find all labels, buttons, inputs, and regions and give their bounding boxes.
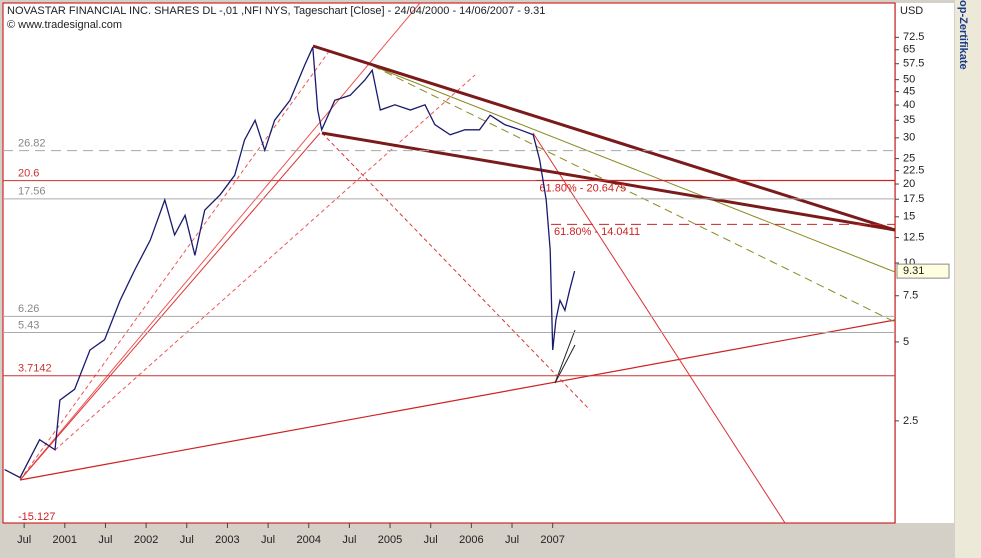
trendline	[54, 74, 476, 451]
x-tick-label: 2004	[296, 534, 320, 546]
level-label: 3.7142	[18, 363, 52, 375]
level-label: 5.43	[18, 319, 39, 331]
y-tick-label: 25	[903, 153, 915, 165]
y-tick-label: 65	[903, 44, 915, 56]
y-tick-label: 7.5	[903, 290, 918, 302]
y-tick-label: 40	[903, 99, 915, 111]
y-tick-label: 2.5	[903, 415, 918, 427]
y-tick-label: 35	[903, 114, 915, 126]
trendline	[19, 319, 896, 481]
level-label: 20.6	[18, 168, 39, 180]
x-tick-label: Jul	[505, 534, 519, 546]
trendline	[19, 132, 321, 481]
trendline	[321, 131, 896, 232]
last-price-label: 9.31	[903, 265, 924, 277]
x-tick-label: 2003	[215, 534, 239, 546]
y-tick-label: 57.5	[903, 58, 924, 70]
y-tick-label: 20	[903, 178, 915, 190]
y-tick-label: 72.5	[903, 31, 924, 43]
x-tick-label: Jul	[98, 534, 112, 546]
y-tick-label: 17.5	[903, 193, 924, 205]
x-tick-label: 2001	[53, 534, 77, 546]
trendline	[321, 132, 591, 411]
trendline	[554, 344, 576, 384]
trendline	[19, 49, 331, 481]
x-tick-label: Jul	[180, 534, 194, 546]
y-tick-label: 22.5	[903, 165, 924, 177]
y-tick-label: 30	[903, 132, 915, 144]
y-axis-label: USD	[900, 5, 923, 17]
trendline	[372, 65, 896, 323]
chart-subtitle: © www.tradesignal.com	[7, 19, 122, 31]
x-tick-label: 2006	[459, 534, 483, 546]
last-price-box	[896, 263, 950, 279]
level-label: 6.26	[18, 303, 39, 315]
y-tick-label: 45	[903, 86, 915, 98]
chart-title: NOVASTAR FINANCIAL INC. SHARES DL -,01 ,…	[7, 5, 545, 17]
price-line	[4, 46, 576, 479]
side-label: op-Zertifikate	[957, 0, 969, 70]
side-strip	[955, 0, 981, 558]
trendline	[372, 65, 896, 273]
x-tick-label: Jul	[424, 534, 438, 546]
x-tick-label: 2005	[378, 534, 402, 546]
x-tick-label: Jul	[17, 534, 31, 546]
y-tick-label: 12.5	[903, 231, 924, 243]
x-tick-label: 2002	[134, 534, 158, 546]
y-tick-label: 50	[903, 74, 915, 86]
level-label: 17.56	[18, 186, 46, 198]
fib-label: 61.80% - 20.6475	[539, 182, 626, 194]
trendline	[19, 2, 421, 481]
low-label: -15.127	[18, 511, 55, 523]
x-tick-label: 2007	[540, 534, 564, 546]
y-tick-label: 15	[903, 211, 915, 223]
trendline	[532, 132, 786, 524]
level-label: 26.82	[18, 138, 46, 150]
plot-area	[2, 2, 896, 524]
x-tick-label: Jul	[342, 534, 356, 546]
fib-label: 61.80% - 14.0411	[554, 226, 640, 238]
axis-area	[896, 3, 954, 523]
trendline	[554, 329, 576, 384]
y-tick-label: 5	[903, 336, 909, 348]
x-tick-label: Jul	[261, 534, 275, 546]
